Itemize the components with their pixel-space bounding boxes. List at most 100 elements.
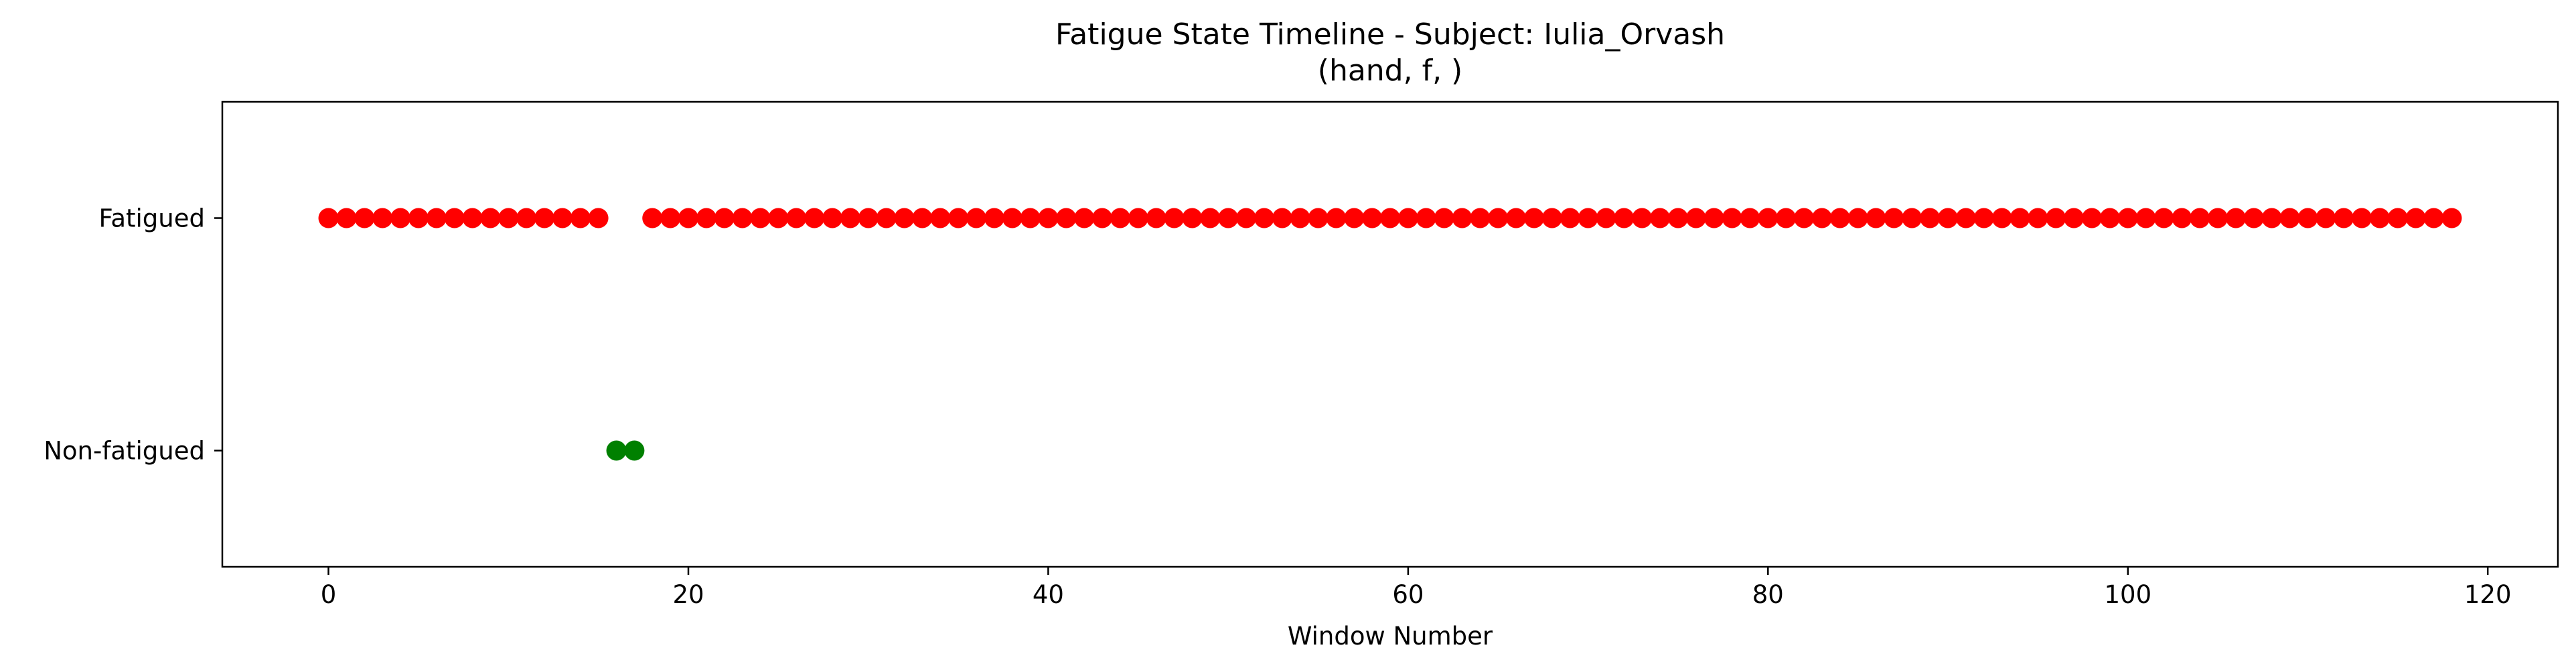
data-point: [1380, 208, 1400, 228]
data-point: [390, 208, 410, 228]
data-point: [2046, 208, 2066, 228]
data-point: [427, 208, 447, 228]
data-point: [534, 208, 554, 228]
data-point: [1218, 208, 1238, 228]
data-point: [877, 208, 897, 228]
data-point: [2370, 208, 2390, 228]
data-point: [552, 208, 573, 228]
data-point: [1848, 208, 1868, 228]
data-point: [1632, 208, 1652, 228]
x-axis-label: Window Number: [1288, 622, 1493, 651]
data-point: [1992, 208, 2012, 228]
data-point: [1758, 208, 1778, 228]
data-point: [624, 441, 644, 461]
data-point: [354, 208, 374, 228]
y-tick-label: Fatigued: [98, 204, 205, 233]
data-point: [2316, 208, 2336, 228]
data-point: [1434, 208, 1454, 228]
data-point: [589, 208, 609, 228]
data-point: [786, 208, 806, 228]
data-point: [660, 208, 680, 228]
data-point: [1524, 208, 1544, 228]
chart-subtitle: (hand, f, ): [1318, 54, 1462, 88]
data-point: [1794, 208, 1814, 228]
data-point: [1038, 208, 1058, 228]
data-point: [2172, 208, 2192, 228]
data-point: [2424, 208, 2444, 228]
data-point: [768, 208, 788, 228]
data-point: [1668, 208, 1688, 228]
data-point: [1110, 208, 1130, 228]
data-point: [714, 208, 735, 228]
data-point: [1830, 208, 1850, 228]
data-point: [2388, 208, 2408, 228]
data-point: [984, 208, 1004, 228]
data-point: [2208, 208, 2228, 228]
data-point: [571, 208, 591, 228]
data-point: [1002, 208, 1022, 228]
data-point: [1974, 208, 1994, 228]
data-point: [1542, 208, 1562, 228]
x-tick-label: 40: [1033, 580, 1064, 609]
data-point: [1290, 208, 1310, 228]
data-point: [2064, 208, 2084, 228]
data-point: [2190, 208, 2210, 228]
data-point: [1704, 208, 1724, 228]
data-point: [2082, 208, 2102, 228]
data-point: [1506, 208, 1526, 228]
data-point: [408, 208, 429, 228]
data-point: [1164, 208, 1185, 228]
data-point: [840, 208, 860, 228]
data-point: [480, 208, 500, 228]
data-point: [1614, 208, 1634, 228]
data-point: [1722, 208, 1742, 228]
data-point: [930, 208, 950, 228]
x-tick-label: 20: [672, 580, 704, 609]
x-tick-label: 80: [1752, 580, 1784, 609]
data-point: [1056, 208, 1076, 228]
data-point: [948, 208, 968, 228]
data-point: [1092, 208, 1112, 228]
data-point: [336, 208, 356, 228]
data-point: [1344, 208, 1364, 228]
data-point: [1470, 208, 1490, 228]
plot-frame: [222, 102, 2558, 567]
data-point: [2136, 208, 2156, 228]
data-point: [1596, 208, 1616, 228]
data-point: [751, 208, 771, 228]
data-point: [1776, 208, 1796, 228]
data-point: [319, 208, 339, 228]
data-point: [1398, 208, 1418, 228]
data-point: [1200, 208, 1220, 228]
data-point: [2010, 208, 2030, 228]
y-tick-label: Non-fatigued: [44, 437, 205, 466]
data-point: [696, 208, 716, 228]
ticks-layer: 0 20 40 60 80 100 120 Non-fatigued Fatigued: [44, 204, 2511, 610]
data-point: [2406, 208, 2426, 228]
points-layer: [319, 208, 2462, 461]
data-point: [1920, 208, 1940, 228]
data-point: [2244, 208, 2264, 228]
chart-title: Fatigue State Timeline - Subject: Iulia_…: [1055, 17, 1725, 52]
data-point: [678, 208, 698, 228]
data-point: [1452, 208, 1472, 228]
data-point: [1578, 208, 1598, 228]
data-point: [2442, 208, 2462, 228]
data-point: [372, 208, 392, 228]
data-point: [463, 208, 483, 228]
data-point: [2118, 208, 2138, 228]
data-point: [1686, 208, 1706, 228]
x-tick-label: 100: [2104, 580, 2151, 609]
data-point: [1362, 208, 1382, 228]
data-point: [1650, 208, 1670, 228]
data-point: [1956, 208, 1976, 228]
data-point: [1938, 208, 1958, 228]
data-point: [1560, 208, 1580, 228]
data-point: [912, 208, 932, 228]
x-tick-label: 120: [2464, 580, 2512, 609]
data-point: [858, 208, 879, 228]
data-point: [2226, 208, 2246, 228]
data-point: [445, 208, 465, 228]
data-point: [1866, 208, 1886, 228]
